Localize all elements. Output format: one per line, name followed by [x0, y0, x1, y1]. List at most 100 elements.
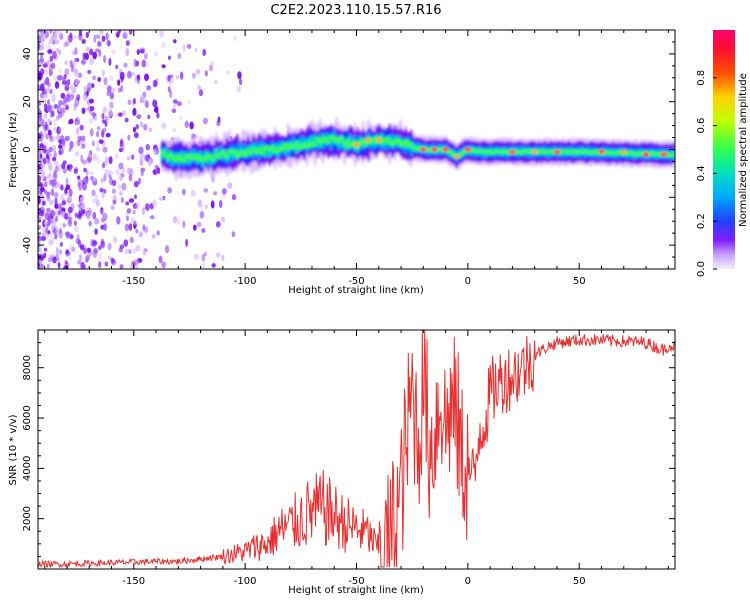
spectrogram-noise-blob [178, 116, 184, 121]
spectrogram-noise-blob [99, 187, 104, 193]
spectrogram-noise-blob [139, 158, 144, 166]
spectrogram-noise-blob [76, 139, 81, 147]
spectrogram-noise-blob [152, 148, 157, 155]
spectrogram-noise-blob [43, 103, 48, 109]
x-tick-label: -50 [348, 576, 364, 587]
snr-y-axis-label: SNR (10 * v/v) [8, 414, 19, 485]
spectrogram-noise-blob [135, 229, 139, 234]
spectrogram-noise-blob [147, 114, 151, 120]
spectrogram-noise-blob [49, 179, 54, 185]
spectrogram-noise-blob [198, 89, 204, 97]
spectrogram-noise-blob [41, 200, 46, 206]
spectrogram-noise-blob [187, 99, 191, 105]
spectrogram-noise-blob [43, 68, 48, 75]
spectrogram-noise-blob [53, 74, 57, 82]
spectrogram-noise-blob [57, 163, 62, 172]
spectrogram-noise-blob [154, 169, 158, 176]
spectrogram-noise-blob [47, 129, 52, 136]
spectrogram-noise-blob [38, 101, 41, 107]
spectrogram-noise-blob [202, 48, 207, 57]
spectrogram-noise-blob [85, 170, 89, 176]
spectrogram-noise-blob [96, 126, 101, 131]
spectrogram-noise-blob [76, 94, 81, 101]
spectrogram-band-cell [291, 144, 296, 150]
spectrogram-noise-blob [141, 59, 147, 68]
spectrogram-noise-blob [99, 30, 104, 35]
spectrogram-noise-blob [53, 33, 58, 42]
spectrogram-noise-blob [176, 101, 182, 107]
spectrogram-noise-blob [105, 32, 109, 41]
spectrogram-noise-blob [47, 118, 52, 124]
spectrogram-noise-blob [40, 33, 46, 42]
spectrogram-noise-blob [53, 150, 57, 160]
spectrogram-noise-blob [57, 128, 61, 135]
spectrogram-noise-blob [126, 70, 132, 79]
spectrogram-peak [660, 152, 668, 157]
spectrogram-noise-blob [145, 62, 149, 67]
spectrogram-noise-blob [133, 132, 139, 139]
spectrogram-noise-blob [167, 187, 173, 194]
spectrogram-noise-blob [128, 173, 133, 182]
spectrogram-noise-blob [100, 178, 104, 183]
spectrogram-band-cell [280, 146, 286, 151]
spectrogram-noise-blob [101, 162, 106, 169]
spectrogram-noise-blob [86, 46, 91, 52]
spectrogram-noise-blob [101, 35, 106, 42]
spectrogram-noise-blob [76, 234, 80, 241]
spectrogram-noise-blob [154, 51, 158, 57]
spectrogram-noise-blob [135, 60, 140, 67]
spectrogram-noise-blob [45, 141, 49, 148]
spectrogram-noise-blob [38, 34, 42, 40]
spectrogram-noise-blob [118, 30, 122, 34]
spectrogram-noise-blob [61, 163, 66, 170]
spectrogram-noise-blob [51, 156, 57, 162]
spectrogram-noise-blob [50, 209, 55, 217]
spectrogram-noise-blob [88, 98, 94, 104]
spectrogram-noise-blob [98, 245, 102, 251]
spectrogram-noise-blob [46, 42, 51, 51]
spectrogram-noise-blob [135, 201, 140, 210]
spectrogram-noise-blob [77, 135, 82, 142]
spectrogram-noise-blob [74, 47, 78, 55]
spectrogram-noise-blob [184, 120, 189, 129]
spectrogram-noise-blob [128, 223, 133, 231]
spectrogram-noise-blob [173, 103, 176, 109]
spectrogram-noise-blob [158, 255, 163, 264]
spectrogram-noise-blob [92, 198, 96, 204]
spectrogram-noise-blob [67, 216, 73, 221]
y-tick-label: 20 [22, 95, 33, 108]
spectrogram-noise-blob [158, 196, 164, 201]
spectrogram-noise-blob [77, 72, 83, 78]
spectrogram-noise-blob [41, 236, 47, 241]
spectrogram-noise-blob [64, 60, 68, 65]
spectrogram-noise-blob [203, 188, 209, 193]
spectrogram-noise-blob [52, 179, 57, 186]
spectrogram-noise-blob [152, 79, 158, 88]
spectrogram-noise-blob [66, 164, 70, 171]
spectrogram-noise-blob [127, 134, 131, 141]
spectrogram-noise-blob [60, 92, 66, 99]
spectrogram-noise-blob [43, 112, 48, 119]
spectrogram-noise-blob [159, 30, 164, 38]
spectrogram-noise-blob [54, 181, 60, 188]
spectrogram-noise-blob [104, 156, 109, 164]
spectrogram-noise-blob [69, 85, 75, 90]
spectrogram-noise-blob [145, 143, 150, 151]
spectrogram-band-cell [222, 149, 227, 156]
spectrogram-noise-blob [140, 171, 144, 176]
spectrogram-noise-blob [194, 47, 198, 53]
spectrogram-noise-blob [60, 207, 66, 212]
spectrogram-noise-blob [44, 212, 50, 220]
spectrogram-noise-blob [125, 40, 130, 47]
spectrogram-noise-blob [98, 261, 102, 269]
spectrogram-noise-blob [54, 216, 59, 222]
spectrogram-noise-blob [115, 168, 120, 176]
y-tick-label: 6000 [22, 405, 33, 430]
spectrogram-noise-blob [105, 132, 111, 138]
spectrogram-peak [353, 142, 360, 147]
spectrogram-noise-blob [233, 35, 237, 41]
spectrogram-noise-blob [121, 167, 125, 175]
spectrogram-band-cell [283, 142, 288, 148]
spectrogram-noise-blob [151, 234, 156, 239]
spectrogram-noise-blob [231, 231, 236, 238]
